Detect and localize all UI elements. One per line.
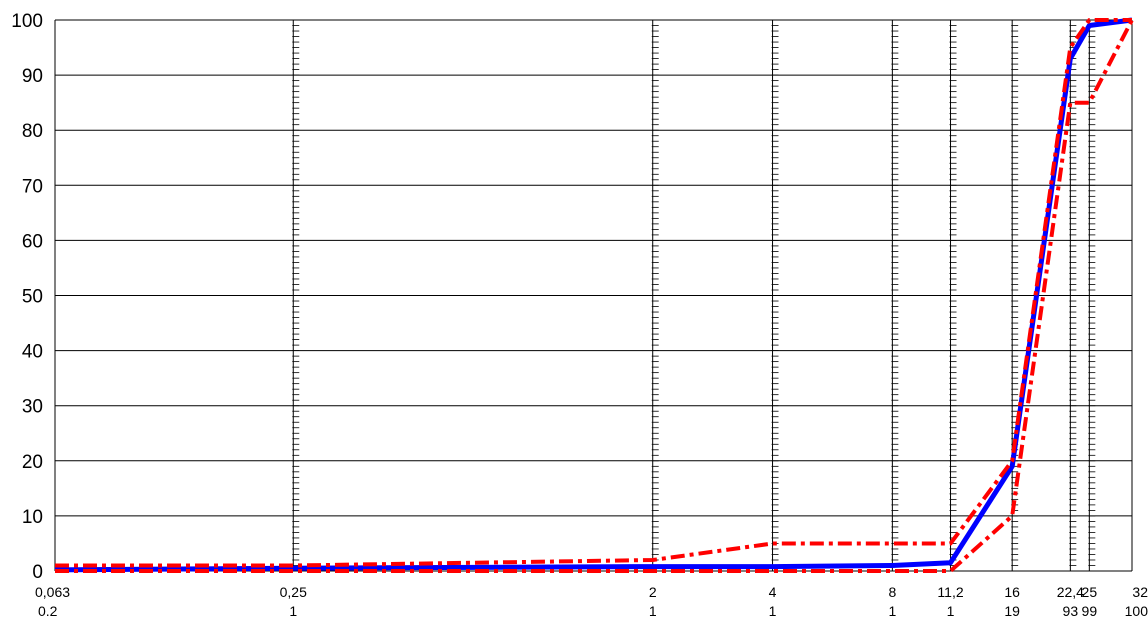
x-value-label: 1 bbox=[289, 603, 297, 619]
x-tick-label: 0,25 bbox=[280, 584, 307, 600]
y-tick-label: 30 bbox=[22, 397, 43, 418]
y-tick-label: 90 bbox=[22, 66, 43, 87]
grid bbox=[54, 19, 1133, 572]
x-tick-label: 4 bbox=[769, 584, 777, 600]
y-tick-label: 70 bbox=[22, 176, 43, 197]
series-line-3 bbox=[55, 19, 1134, 573]
x-value-label: 19 bbox=[1004, 603, 1020, 619]
y-tick-label: 10 bbox=[22, 507, 43, 528]
series-layer bbox=[54, 17, 1134, 573]
y-tick-label: 100 bbox=[11, 11, 43, 32]
x-value-label: 0.2 bbox=[38, 603, 58, 619]
x-value-label: 1 bbox=[769, 603, 777, 619]
x-tick-label: 22,4 bbox=[1057, 584, 1084, 600]
x-value-label: 99 bbox=[1082, 603, 1098, 619]
y-tick-label: 80 bbox=[22, 121, 43, 142]
y-tick-label: 0 bbox=[32, 562, 43, 583]
x-value-label: 93 bbox=[1063, 603, 1079, 619]
x-tick-label: 2 bbox=[649, 584, 657, 600]
x-tick-label: 11,2 bbox=[937, 584, 963, 600]
y-tick-label: 20 bbox=[22, 452, 43, 473]
x-value-label: 100 bbox=[1125, 603, 1148, 619]
series-line-2 bbox=[55, 18, 1132, 568]
y-tick-label: 50 bbox=[22, 287, 43, 308]
x-value-label: 1 bbox=[947, 603, 955, 619]
x-tick-label: 0,063 bbox=[35, 584, 70, 600]
x-value-label: 1 bbox=[888, 603, 896, 619]
x-tick-label: 16 bbox=[1004, 584, 1020, 600]
x-tick-label: 25 bbox=[1082, 584, 1098, 600]
labels-layer: 0 10 20 30 40 50 60 70 80 90 100 0,063 0.2 0,25 1 2 1 4 1 8… bbox=[11, 11, 1148, 619]
x-tick-label: 8 bbox=[888, 584, 896, 600]
minor-ticks bbox=[292, 19, 1096, 566]
y-tick-label: 40 bbox=[22, 342, 43, 363]
x-value-label: 1 bbox=[649, 603, 657, 619]
x-tick-label: 32 bbox=[1132, 584, 1148, 600]
series-line-1 bbox=[54, 17, 1133, 573]
y-tick-label: 60 bbox=[22, 231, 43, 252]
